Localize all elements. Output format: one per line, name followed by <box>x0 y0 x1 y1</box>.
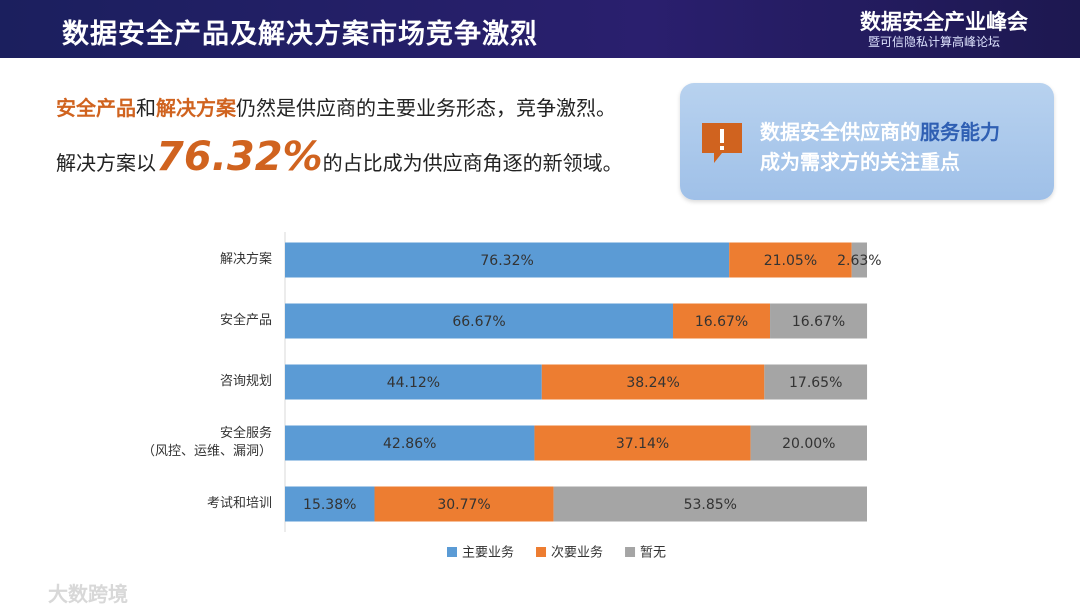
bar-segment <box>750 425 867 461</box>
bar-segment <box>770 303 868 339</box>
bar-segment <box>285 303 674 339</box>
y-tick-label: 安全服务 （风控、运维、漏洞） <box>141 426 272 459</box>
value-label: 53.85% <box>684 497 737 513</box>
legend-swatch <box>625 547 636 557</box>
y-tick-label: 咨询规划 <box>219 374 272 389</box>
callout: 数据安全供应商的服务能力 成为需求方的关注重点 <box>680 83 1054 200</box>
bar-segment <box>729 242 852 278</box>
slide-title: 数据安全产品及解决方案市场竞争激烈 <box>62 19 538 50</box>
headline-line: 解决方案以76.32%的占比成为供应商角逐的新领域。 <box>56 134 623 180</box>
value-label: 16.67% <box>792 314 845 330</box>
bar-segment <box>553 486 867 522</box>
header: 数据安全产品及解决方案市场竞争激烈 数据安全产业峰会 暨可信隐私计算高峰论坛 <box>0 0 1080 58</box>
y-tick-label: 安全产品 <box>219 313 272 328</box>
legend-label: 次要业务 <box>551 545 603 561</box>
value-label: 37.14% <box>616 436 669 452</box>
logo-subtitle: 暨可信隐私计算高峰论坛 <box>867 35 1000 49</box>
value-label: 30.77% <box>437 497 490 513</box>
value-label: 66.67% <box>452 314 505 330</box>
legend-label: 暂无 <box>640 546 666 561</box>
bar-segment <box>851 242 867 278</box>
big-number: 76.32% <box>156 134 323 180</box>
bar-segment <box>541 364 765 400</box>
legend-label: 主要业务 <box>462 545 514 561</box>
text: 数据安全供应商的 <box>760 120 920 144</box>
y-tick-label: 解决方案 <box>219 252 272 267</box>
watermark: 大数跨境 <box>48 582 128 606</box>
bar-segment <box>285 425 535 461</box>
bar-segment <box>285 486 375 522</box>
value-label: 17.65% <box>789 375 842 391</box>
callout-line: 成为需求方的关注重点 <box>760 150 960 174</box>
bar-segment <box>374 486 554 522</box>
text: 解决方案以 <box>56 151 156 175</box>
alert-icon <box>702 123 742 163</box>
bar-segment <box>673 303 771 339</box>
value-label: 2.63% <box>837 253 881 269</box>
bar-segment <box>534 425 751 461</box>
text: 仍然是供应商的主要业务形态，竞争激烈。 <box>236 96 616 120</box>
value-label: 16.67% <box>695 314 748 330</box>
callout-line: 数据安全供应商的服务能力 <box>760 116 1000 145</box>
text: 和 <box>136 96 156 120</box>
emphasis: 安全产品 <box>56 96 136 120</box>
logo-title: 数据安全产业峰会 <box>860 10 1028 34</box>
y-tick-label: 考试和培训 <box>206 496 272 511</box>
value-label: 20.00% <box>782 436 835 452</box>
value-label: 44.12% <box>387 375 440 391</box>
value-label: 38.24% <box>626 375 679 391</box>
value-label: 42.86% <box>383 436 436 452</box>
value-label: 15.38% <box>303 497 356 513</box>
emphasis: 解决方案 <box>156 96 236 120</box>
bar-segment <box>764 364 868 400</box>
value-label: 21.05% <box>764 253 817 269</box>
bar-segment <box>285 364 542 400</box>
text: 的占比成为供应商角逐的新领域。 <box>322 151 623 175</box>
headline-line: 安全产品和解决方案仍然是供应商的主要业务形态，竞争激烈。 <box>56 92 616 121</box>
value-label: 76.32% <box>480 253 533 269</box>
bar-segment <box>285 242 730 278</box>
legend-swatch <box>536 547 547 557</box>
legend-swatch <box>447 547 457 557</box>
emphasis: 服务能力 <box>920 120 1000 144</box>
